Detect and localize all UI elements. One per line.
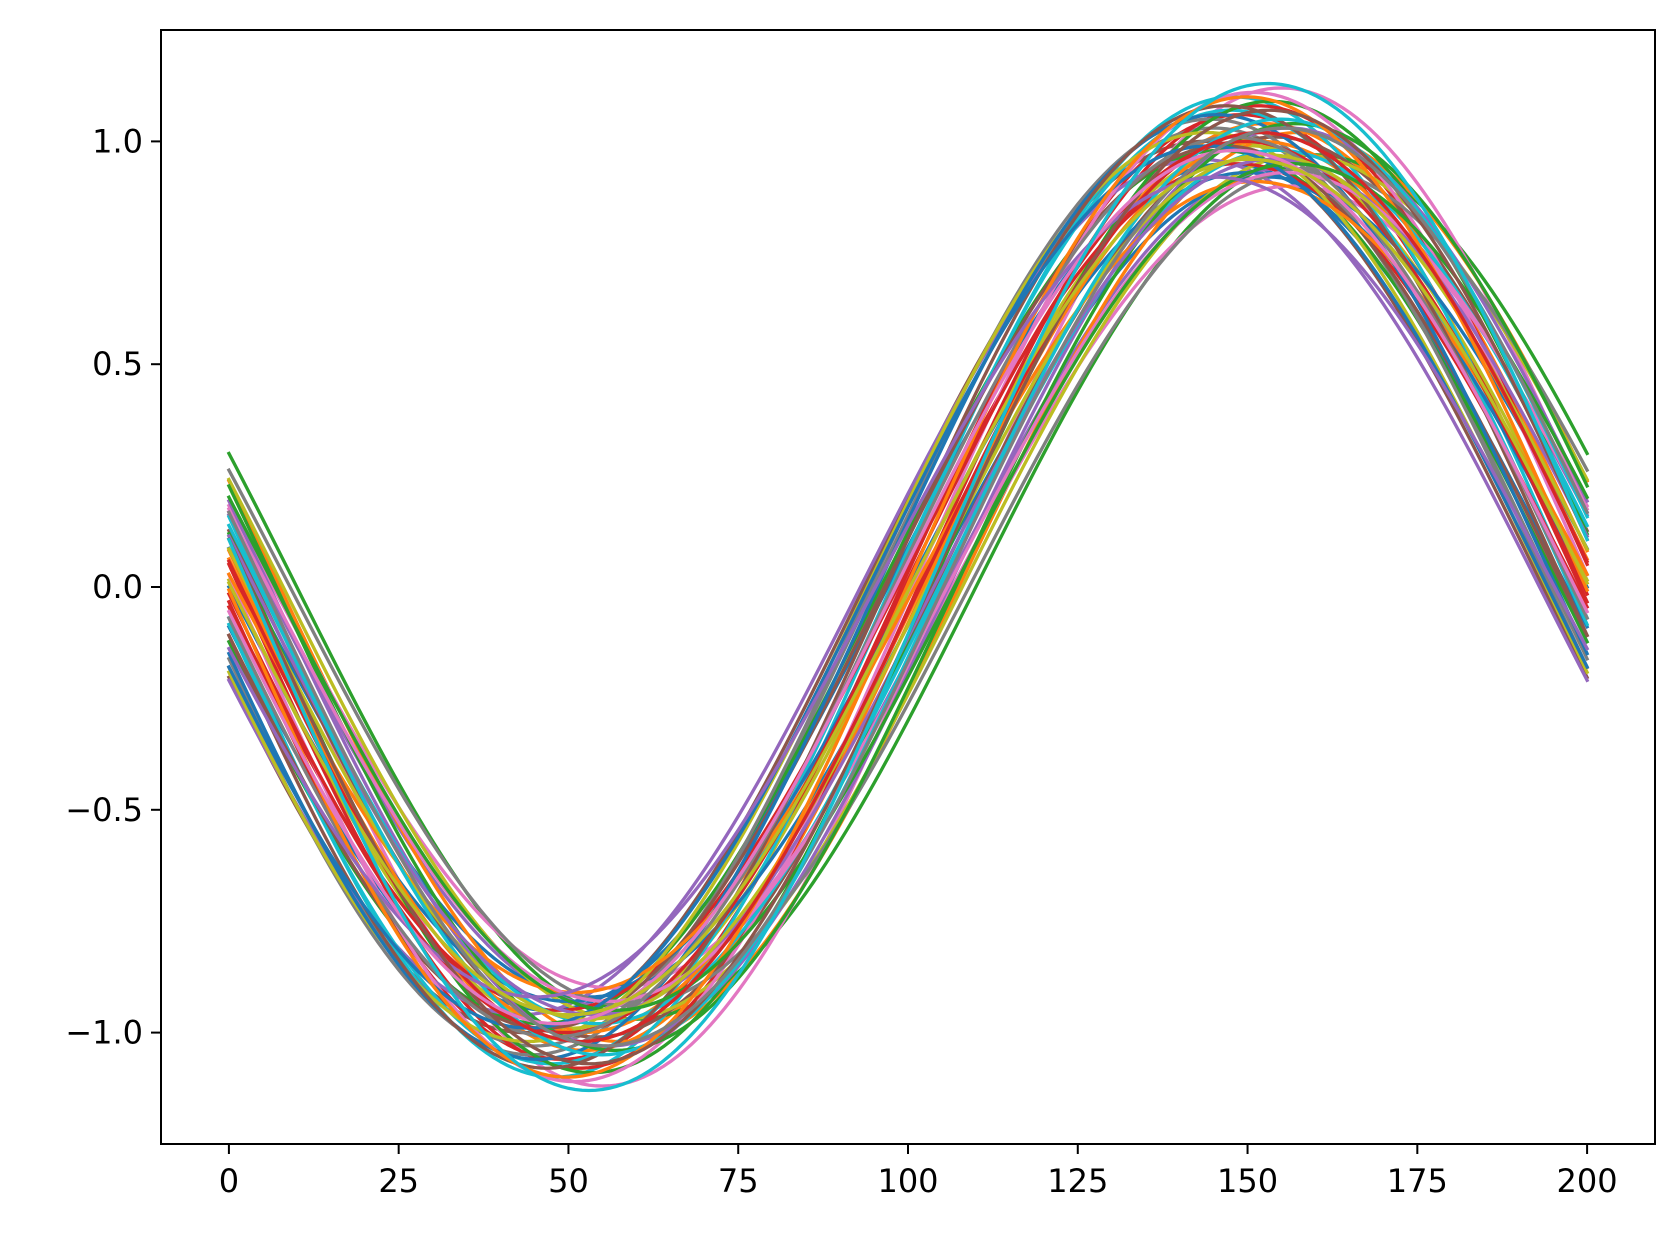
x-tick-label: 175 bbox=[1387, 1162, 1448, 1200]
x-tick-label: 100 bbox=[877, 1162, 938, 1200]
series-line-29 bbox=[226, 130, 1590, 1044]
x-tick-label: 125 bbox=[1047, 1162, 1108, 1200]
x-tick-label: 200 bbox=[1557, 1162, 1618, 1200]
series-line-19 bbox=[226, 153, 1590, 1021]
series-line-42 bbox=[226, 95, 1590, 1079]
series-line-49 bbox=[226, 157, 1590, 1017]
x-tick-label: 0 bbox=[219, 1162, 239, 1200]
x-tick-label: 50 bbox=[548, 1162, 589, 1200]
series-line-48 bbox=[226, 126, 1590, 1048]
y-tick-label: 0.0 bbox=[92, 568, 143, 606]
series-line-45 bbox=[226, 175, 1590, 999]
x-tick-label: 25 bbox=[378, 1162, 419, 1200]
x-tick-label: 150 bbox=[1217, 1162, 1278, 1200]
y-axis: −1.0 −0.5 0.0 0.5 1.0 bbox=[65, 122, 161, 1052]
y-tick-label: −1.0 bbox=[65, 1014, 143, 1052]
x-tick-label: 75 bbox=[718, 1162, 759, 1200]
x-axis: 0 25 50 75 100 125 150 175 200 bbox=[219, 1144, 1618, 1200]
series-layer bbox=[226, 81, 1590, 1093]
y-tick-label: 0.5 bbox=[92, 345, 143, 383]
series-line-50 bbox=[226, 81, 1590, 1093]
series-line-41 bbox=[226, 144, 1590, 1030]
y-tick-label: −0.5 bbox=[65, 791, 143, 829]
y-tick-label: 1.0 bbox=[92, 122, 143, 160]
series-line-47 bbox=[226, 148, 1590, 1026]
series-line-43 bbox=[226, 162, 1590, 1012]
